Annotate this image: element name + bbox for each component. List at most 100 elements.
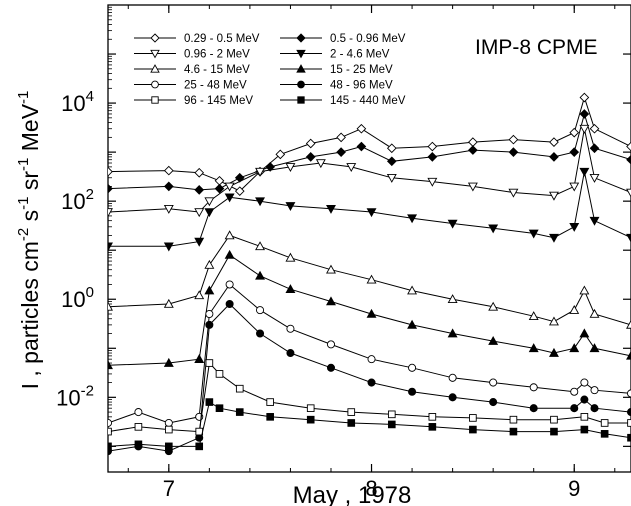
series-1 <box>108 92 631 196</box>
legend-item: 0.29 - 0.5 MeV <box>134 33 260 45</box>
data-point <box>600 419 609 427</box>
y-tick-label: 10-2 <box>56 382 94 410</box>
legend-marker <box>151 96 159 104</box>
series-line <box>108 254 631 366</box>
data-point <box>550 427 558 436</box>
legend-marker <box>297 96 305 104</box>
legend-label: 0.5 - 0.96 MeV <box>330 33 406 45</box>
data-point <box>305 138 316 149</box>
legend-item: 0.96 - 2 MeV <box>134 49 250 61</box>
data-point <box>108 183 113 194</box>
data-point <box>224 249 235 259</box>
y-axis-label-main: I , particles cm <box>17 241 43 389</box>
data-point <box>285 202 296 212</box>
data-point <box>326 264 336 274</box>
data-point <box>447 328 458 338</box>
data-point <box>194 167 205 178</box>
data-point <box>305 152 316 162</box>
data-point <box>508 188 519 198</box>
legend-label: 0.96 - 2 MeV <box>184 49 250 61</box>
y-tick-labels: 10-2 100 102 104 <box>56 88 94 410</box>
data-point <box>509 427 518 436</box>
data-point <box>366 208 377 218</box>
legend-label: 48 - 96 MeV <box>330 80 393 92</box>
data-point <box>579 167 590 177</box>
data-point <box>549 316 559 326</box>
x-tick-label: 7 <box>163 476 175 501</box>
data-point <box>468 145 478 155</box>
data-point <box>205 398 214 406</box>
data-point <box>579 285 590 295</box>
data-point <box>626 408 631 417</box>
data-point <box>469 425 477 434</box>
data-point <box>549 152 559 162</box>
data-point <box>285 163 296 173</box>
legend-label: 145 - 440 MeV <box>330 95 406 107</box>
data-point <box>205 359 214 367</box>
y-axis-label-unit: sr <box>17 171 43 197</box>
x-tick-labels: 7 8 9 <box>163 476 581 501</box>
data-point <box>108 427 112 436</box>
data-point <box>266 398 274 406</box>
data-point <box>108 301 113 311</box>
data-point <box>356 123 367 134</box>
data-point <box>214 183 225 194</box>
data-point <box>467 182 478 192</box>
data-point <box>347 408 356 416</box>
series-3 <box>108 124 631 218</box>
data-point <box>569 182 580 192</box>
data-point <box>529 383 538 392</box>
data-point <box>194 237 205 247</box>
legend-marker <box>150 49 160 59</box>
data-point <box>509 415 518 424</box>
data-point <box>255 241 265 251</box>
data-point <box>163 165 174 176</box>
legend-label: 2 - 4.6 MeV <box>330 49 390 61</box>
data-point <box>489 378 498 387</box>
data-point <box>569 304 580 314</box>
data-point <box>428 423 437 431</box>
data-point <box>326 296 336 306</box>
data-point <box>626 350 631 360</box>
data-point <box>235 408 244 416</box>
data-point <box>627 419 631 427</box>
data-point <box>549 233 559 243</box>
data-point <box>626 188 631 198</box>
data-point <box>488 224 499 234</box>
legend-marker <box>297 80 305 89</box>
legend-label: 96 - 145 MeV <box>184 95 253 107</box>
data-point <box>508 134 519 145</box>
data-point <box>589 308 600 318</box>
data-point <box>407 285 418 295</box>
data-point <box>448 393 457 402</box>
data-point <box>579 92 590 103</box>
series-4 <box>108 167 631 252</box>
data-point <box>569 127 580 138</box>
y-axis-label-exponent: -1 <box>15 158 32 171</box>
legend-marker <box>151 80 159 89</box>
data-point <box>108 418 113 427</box>
data-point <box>204 259 215 269</box>
data-point <box>255 167 265 177</box>
data-point <box>224 230 235 240</box>
data-point <box>386 156 397 167</box>
data-point <box>165 425 173 434</box>
data-point <box>550 415 558 424</box>
series-10 <box>108 398 631 451</box>
data-point <box>225 299 234 309</box>
data-point <box>356 141 367 152</box>
legend-item: 15 - 25 MeV <box>280 64 393 76</box>
data-point <box>256 329 265 338</box>
data-point <box>163 357 174 367</box>
legend-label: 0.29 - 0.5 MeV <box>184 33 260 45</box>
data-point <box>326 363 336 372</box>
data-point <box>326 204 336 214</box>
data-point <box>285 252 296 262</box>
y-tick-label: 100 <box>61 284 94 312</box>
data-point <box>234 186 245 196</box>
data-point <box>204 285 215 295</box>
data-point <box>469 414 477 422</box>
y-axis-label-unit: MeV <box>17 103 43 157</box>
data-point <box>549 347 559 357</box>
data-point <box>108 166 113 177</box>
